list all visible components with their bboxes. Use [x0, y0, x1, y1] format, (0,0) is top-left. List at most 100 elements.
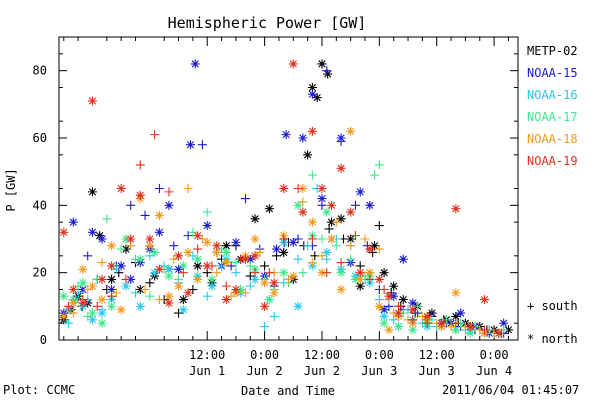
north-marker — [456, 308, 466, 318]
north-marker — [408, 325, 418, 335]
south-marker — [131, 288, 140, 298]
north-marker — [327, 200, 337, 210]
south-marker — [221, 281, 231, 291]
north-marker — [379, 268, 389, 278]
north-marker — [193, 261, 203, 271]
south-marker — [217, 261, 227, 271]
north-marker — [150, 247, 160, 257]
north-marker — [355, 187, 365, 197]
north-marker — [355, 268, 365, 278]
north-marker — [107, 285, 117, 294]
south-marker — [260, 261, 270, 271]
south-marker — [202, 291, 212, 301]
legend-entry: NOAA-19 — [527, 154, 578, 168]
south-marker — [145, 278, 155, 288]
north-marker — [212, 247, 222, 257]
north-marker — [355, 274, 365, 284]
y-tick-label: 20 — [33, 266, 47, 280]
north-marker — [121, 281, 131, 291]
north-marker — [135, 285, 145, 294]
north-marker — [408, 305, 418, 315]
south-marker — [135, 160, 145, 170]
north-marker — [202, 237, 212, 247]
north-marker — [178, 305, 188, 315]
north-marker — [307, 126, 317, 136]
north-marker — [231, 237, 241, 247]
north-marker — [317, 268, 327, 278]
north-marker — [135, 254, 145, 264]
south-marker — [183, 184, 193, 193]
south-marker — [197, 140, 207, 150]
south-marker — [68, 308, 78, 318]
north-marker — [365, 268, 375, 278]
north-marker — [145, 241, 155, 251]
north-marker — [164, 271, 174, 281]
plot-credit: Plot: CCMC — [3, 383, 76, 397]
south-marker — [336, 258, 346, 268]
north-marker — [279, 247, 289, 257]
north-marker — [465, 322, 475, 332]
x-tick-label-date: Jun 1 — [189, 364, 225, 378]
north-marker — [389, 281, 399, 291]
south-marker — [121, 274, 131, 284]
north-marker — [393, 322, 403, 332]
x-tick-label-time: 12:00 — [419, 348, 455, 362]
north-marker — [393, 308, 403, 318]
north-marker — [126, 274, 136, 284]
north-marker — [116, 305, 126, 315]
north-marker — [346, 234, 356, 244]
legend: METP-02 NOAA-15 NOAA-16 NOAA-17 NOAA-18 NOAA-… — [527, 44, 578, 168]
x-tick-label-date: Jun 3 — [361, 364, 397, 378]
north-marker — [87, 187, 97, 197]
north-marker — [221, 241, 231, 251]
south-marker — [307, 234, 317, 244]
north-marker — [78, 298, 88, 308]
plot-frame — [58, 36, 519, 341]
north-marker — [494, 328, 504, 338]
south-marker — [83, 311, 93, 321]
north-marker — [451, 204, 461, 214]
north-marker — [398, 254, 408, 264]
south-marker — [269, 311, 279, 321]
south-marker — [293, 254, 303, 264]
north-marker — [193, 274, 203, 284]
north-marker — [59, 291, 69, 301]
south-marker — [298, 268, 308, 278]
north-marker — [379, 311, 389, 321]
south-marker — [408, 315, 418, 325]
north-marker — [221, 295, 231, 305]
south-marker — [331, 241, 341, 251]
north-marker — [174, 281, 184, 291]
north-marker — [288, 271, 298, 281]
north-marker — [190, 59, 200, 69]
south-marker — [226, 291, 236, 301]
south-marker — [284, 274, 293, 284]
north-marker — [374, 301, 384, 311]
north-marker — [374, 274, 384, 284]
south-marker — [322, 66, 332, 76]
x-axis: 12:00 Jun 1 0:00 Jun 2 12:00 Jun 2 0:00 Jun 3 12… — [63, 37, 512, 378]
north-marker — [350, 274, 360, 284]
north-marker — [121, 244, 131, 254]
south-marker — [240, 194, 250, 204]
north-marker — [451, 311, 461, 321]
north-marker — [379, 318, 389, 328]
north-marker — [174, 264, 184, 274]
y-tick-label: 80 — [33, 64, 47, 78]
north-marker — [322, 247, 332, 257]
north-marker — [293, 301, 303, 311]
x-tick-label-date: Jun 4 — [476, 364, 512, 378]
north-marker — [422, 311, 432, 321]
y-tick-label: 0 — [40, 333, 47, 347]
north-marker — [78, 285, 88, 294]
north-marker — [164, 264, 174, 274]
y-tick-label: 40 — [33, 198, 47, 212]
north-marker — [451, 325, 461, 335]
north-marker — [193, 231, 203, 241]
north-marker — [78, 264, 88, 274]
y-tick-label: 60 — [33, 131, 47, 145]
south-marker — [317, 251, 327, 261]
south-marker — [245, 261, 255, 271]
south-marker — [193, 244, 203, 254]
south-marker — [260, 322, 270, 332]
